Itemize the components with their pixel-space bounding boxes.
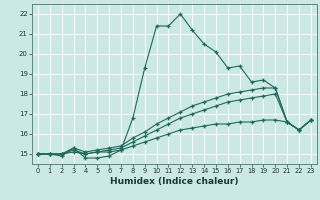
X-axis label: Humidex (Indice chaleur): Humidex (Indice chaleur)	[110, 177, 239, 186]
